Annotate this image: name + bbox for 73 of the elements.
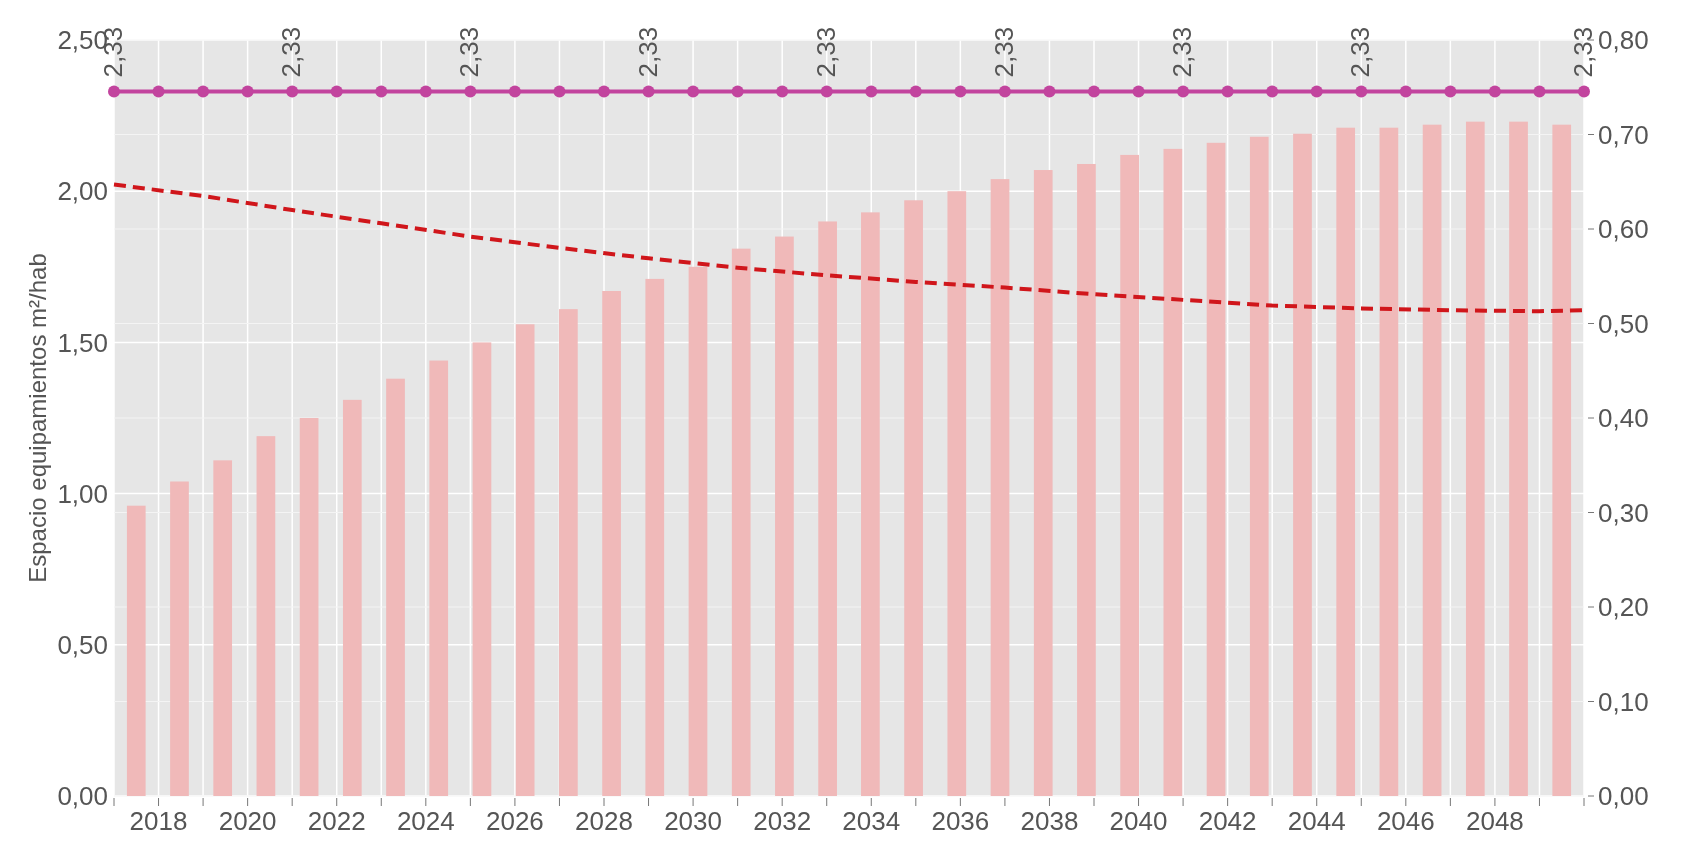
bar <box>861 212 880 796</box>
data-label: 2,33 <box>454 26 485 78</box>
bar <box>1120 154 1139 796</box>
bar <box>947 191 967 796</box>
y2-tick-label: 0,80 <box>1598 25 1649 56</box>
bar <box>1465 121 1485 796</box>
bar <box>1077 163 1096 796</box>
bar <box>126 505 146 796</box>
data-label: 2,33 <box>1345 26 1376 78</box>
y2-tick-label: 0,60 <box>1598 214 1649 245</box>
x-tick-label: 2022 <box>307 806 366 836</box>
y-tick-label: 2,00 <box>57 176 108 207</box>
x-tick-label: 2024 <box>396 806 455 836</box>
bar <box>990 179 1010 796</box>
x-tick-label: 2048 <box>1465 806 1524 836</box>
bar <box>170 481 189 796</box>
x-tick-label: 2028 <box>575 806 633 836</box>
bar <box>731 248 751 796</box>
y-tick-label: 1,00 <box>57 478 108 509</box>
bar <box>386 378 405 796</box>
x-tick-label: 2034 <box>842 806 901 836</box>
x-tick-label: 2018 <box>129 806 188 836</box>
data-label: 2,33 <box>988 26 1019 78</box>
bar <box>818 221 837 796</box>
x-tick-label: 2026 <box>485 806 544 836</box>
data-label: 2,33 <box>632 26 663 78</box>
y2-tick-label: 0,30 <box>1598 497 1649 528</box>
y2-tick-label: 0,40 <box>1598 403 1649 434</box>
bar <box>429 360 449 796</box>
bar <box>1206 142 1226 796</box>
y-axis-title: Espacio equipamientos m²/hab <box>24 253 51 583</box>
data-label: 2,33 <box>810 26 841 78</box>
bar <box>1163 148 1183 796</box>
y-tick-label: 1,50 <box>57 327 108 358</box>
y-tick-label: 0,00 <box>57 781 108 812</box>
x-tick-label: 2036 <box>931 806 990 836</box>
bar <box>1552 124 1572 796</box>
data-label: 2,33 <box>1568 26 1598 78</box>
bar <box>688 266 708 796</box>
bar <box>559 309 578 796</box>
bar <box>515 324 535 796</box>
y-tick-label: 0,50 <box>57 629 108 660</box>
bar <box>342 399 362 796</box>
bar <box>645 278 665 796</box>
data-label: 2,33 <box>276 26 307 78</box>
y2-tick-label: 0,20 <box>1598 592 1649 623</box>
x-tick-label: 2030 <box>664 806 723 836</box>
bar <box>1249 136 1269 796</box>
bar <box>602 290 621 796</box>
bar <box>299 418 319 796</box>
y2-tick-label: 0,50 <box>1598 308 1649 339</box>
x-tick-label: 2020 <box>218 806 277 836</box>
data-label: 2,33 <box>1167 26 1198 78</box>
bar <box>1509 121 1528 796</box>
x-tick-label: 2040 <box>1109 806 1168 836</box>
y2-tick-label: 0,10 <box>1598 686 1649 717</box>
x-tick-label: 2042 <box>1198 806 1257 836</box>
x-tick-label: 2038 <box>1020 806 1079 836</box>
bar <box>1336 127 1356 796</box>
y2-tick-label: 0,70 <box>1598 119 1649 150</box>
bar <box>1293 133 1312 796</box>
bar <box>1033 170 1053 796</box>
x-tick-label: 2044 <box>1287 806 1346 836</box>
y2-tick-label: 0,00 <box>1598 781 1649 812</box>
bar <box>256 436 276 796</box>
bar <box>472 342 492 796</box>
bar <box>775 236 794 796</box>
x-tick-label: 2046 <box>1376 806 1435 836</box>
bar <box>1379 127 1399 796</box>
bar <box>213 460 233 796</box>
x-tick-label: 2032 <box>753 806 812 836</box>
bar <box>1422 124 1442 796</box>
bar <box>904 200 923 796</box>
